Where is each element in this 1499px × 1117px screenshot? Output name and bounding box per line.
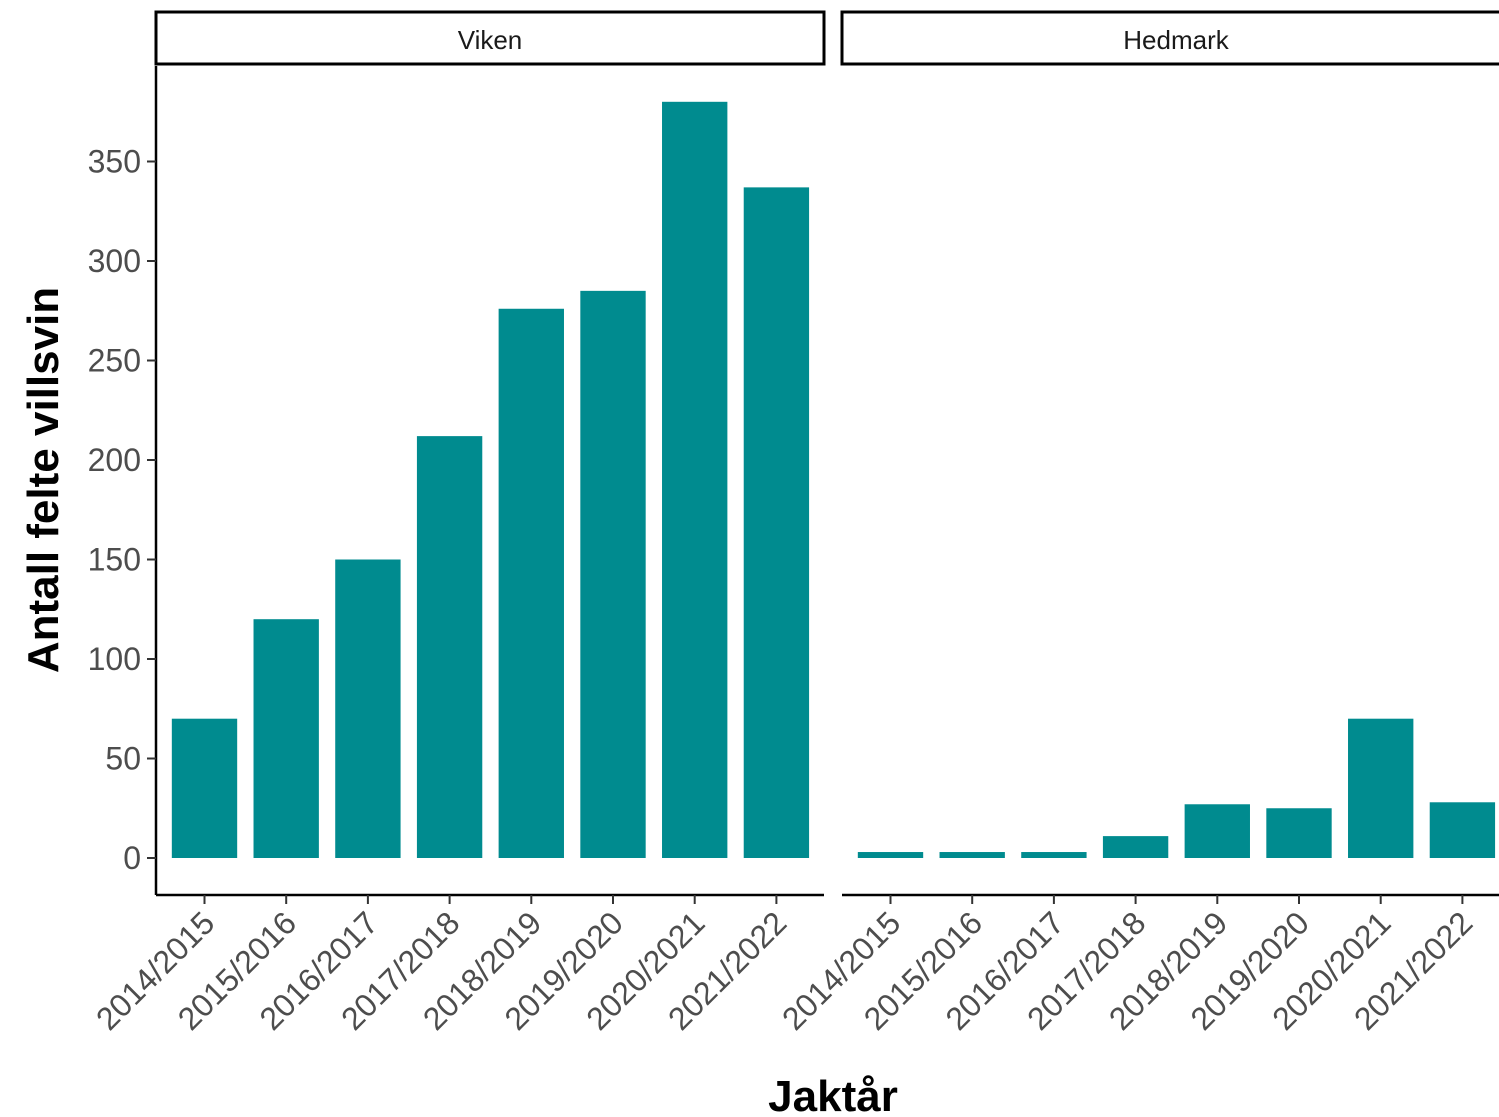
bar <box>1184 804 1250 858</box>
y-tick-label: 150 <box>88 542 141 578</box>
bar <box>335 559 401 858</box>
facet-panel-viken: Viken2014/20152015/20162016/20172017/201… <box>89 10 826 1037</box>
y-axis: 0 50 100 150 200 250 300 350 <box>88 66 158 895</box>
y-tick-label: 300 <box>88 243 141 279</box>
bar <box>416 436 483 858</box>
bar <box>857 852 924 858</box>
bar <box>1429 802 1496 858</box>
bar <box>498 308 564 858</box>
bar <box>253 619 319 858</box>
y-tick-label: 100 <box>88 641 141 677</box>
bar <box>1348 718 1414 858</box>
x-axis-title: Jaktår <box>768 1072 898 1117</box>
y-tick-label: 50 <box>105 741 141 777</box>
y-tick-label: 0 <box>123 840 141 876</box>
bar <box>939 852 1005 858</box>
facet-panel-hedmark: Hedmark2014/20152015/20162016/20172017/2… <box>775 10 1499 1037</box>
bar <box>662 101 728 859</box>
bar <box>580 290 646 859</box>
y-axis-title: Antall felte villsvin <box>19 287 68 673</box>
y-tick-label: 200 <box>88 442 141 478</box>
bar <box>1266 808 1332 858</box>
facet-strip <box>840 10 1499 66</box>
bar <box>1021 852 1087 858</box>
y-tick-label: 250 <box>88 343 141 379</box>
facet-strip-label: Viken <box>458 25 523 55</box>
bar <box>171 718 238 858</box>
y-tick-label: 350 <box>88 144 141 180</box>
bar <box>1102 836 1169 858</box>
facet-strip-label: Hedmark <box>1123 25 1229 55</box>
facet-panels: Viken2014/20152015/20162016/20172017/201… <box>89 10 1499 1037</box>
bar <box>743 187 810 858</box>
facet-strip <box>154 10 826 66</box>
